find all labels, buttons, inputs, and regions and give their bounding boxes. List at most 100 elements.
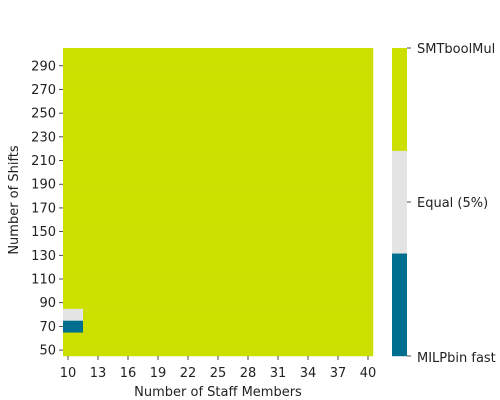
y-tick-label: 90: [39, 296, 56, 311]
heatmap-cell: [223, 142, 234, 155]
heatmap-cell: [63, 59, 74, 72]
heatmap-cell: [103, 142, 114, 155]
heatmap-cell: [363, 213, 374, 226]
heatmap-cell: [193, 249, 204, 262]
heatmap-cell: [273, 95, 284, 108]
heatmap-cell: [113, 178, 124, 191]
heatmap-cell: [213, 130, 224, 144]
heatmap-cell: [273, 344, 284, 357]
heatmap-cell: [213, 332, 224, 345]
heatmap-cell: [143, 142, 154, 155]
heatmap-cell: [353, 308, 364, 321]
heatmap-cell: [213, 119, 224, 132]
heatmap-cell: [173, 249, 184, 262]
heatmap-cell: [63, 166, 74, 179]
heatmap-cell: [213, 320, 224, 333]
heatmap-cell: [113, 59, 124, 72]
heatmap-cell: [243, 320, 254, 333]
heatmap-cell: [73, 296, 84, 309]
heatmap-cell: [313, 308, 324, 321]
heatmap-cell: [93, 296, 104, 309]
heatmap-cell: [213, 249, 224, 262]
heatmap-cell: [263, 130, 274, 144]
heatmap-cell: [273, 213, 284, 226]
heatmap-cell: [223, 59, 234, 72]
heatmap-cell: [163, 142, 174, 155]
heatmap-cell: [273, 308, 284, 321]
heatmap-cell: [363, 273, 374, 286]
heatmap-cell: [333, 249, 344, 262]
heatmap-cell: [93, 261, 104, 274]
heatmap-cell: [233, 71, 244, 84]
heatmap-cell: [283, 249, 294, 262]
heatmap-cell: [313, 107, 324, 120]
heatmap-cell: [303, 320, 314, 333]
heatmap-cell: [123, 273, 134, 286]
heatmap-cell: [113, 83, 124, 96]
heatmap-cell: [163, 284, 174, 298]
heatmap-cell: [133, 202, 144, 215]
heatmap-cell: [203, 95, 214, 108]
heatmap-cell: [343, 296, 354, 309]
heatmap-cell: [153, 273, 164, 286]
heatmap-cell: [133, 213, 144, 226]
heatmap-cell: [123, 344, 134, 357]
heatmap-cell: [213, 261, 224, 274]
heatmap-cell: [153, 59, 164, 72]
heatmap-cell: [253, 142, 264, 155]
x-axis-label: Number of Staff Members: [134, 385, 302, 400]
heatmap-cell: [123, 107, 134, 120]
heatmap-cell: [223, 202, 234, 215]
heatmap-cell: [323, 107, 334, 120]
heatmap-cell: [203, 202, 214, 215]
heatmap-cell: [363, 95, 374, 108]
heatmap-cell: [343, 225, 354, 238]
heatmap-cell: [173, 296, 184, 309]
heatmap-cell: [233, 190, 244, 203]
heatmap-cell: [253, 213, 264, 226]
heatmap-cell: [93, 119, 104, 132]
heatmap-cell: [203, 320, 214, 333]
heatmap-cell: [233, 154, 244, 167]
heatmap-cell: [163, 166, 174, 179]
heatmap-cell: [343, 284, 354, 298]
heatmap-cell: [223, 261, 234, 274]
heatmap-cell: [83, 249, 94, 262]
heatmap-cell: [263, 166, 274, 179]
heatmap-cell: [263, 59, 274, 72]
heatmap-cell: [253, 249, 264, 262]
heatmap-cell: [353, 213, 364, 226]
heatmap-cell: [63, 190, 74, 203]
heatmap-cell: [333, 237, 344, 250]
heatmap-cell: [93, 130, 104, 144]
heatmap-cell: [313, 119, 324, 132]
heatmap-cell: [203, 296, 214, 309]
heatmap-cell: [233, 142, 244, 155]
heatmap-cell: [133, 142, 144, 155]
heatmap-cell: [133, 344, 144, 357]
heatmap-cell: [233, 273, 244, 286]
heatmap-cell: [133, 190, 144, 203]
heatmap-cell: [153, 119, 164, 132]
heatmap-cell: [223, 154, 234, 167]
heatmap-cell: [303, 71, 314, 84]
heatmap-cell: [133, 308, 144, 321]
heatmap-cell: [73, 95, 84, 108]
heatmap-cell: [103, 202, 114, 215]
heatmap-cell: [303, 95, 314, 108]
heatmap-cell: [263, 142, 274, 155]
heatmap-cell: [353, 119, 364, 132]
heatmap-cell: [133, 178, 144, 191]
heatmap-cell: [243, 48, 254, 61]
heatmap-cell: [133, 320, 144, 333]
heatmap-cell: [73, 119, 84, 132]
heatmap-cell: [213, 225, 224, 238]
heatmap-cell: [303, 225, 314, 238]
heatmap-cell: [323, 178, 334, 191]
heatmap-cell: [83, 48, 94, 61]
heatmap-cell: [73, 273, 84, 286]
heatmap-cell: [323, 130, 334, 144]
heatmap-cell: [313, 249, 324, 262]
x-tick-label: 13: [90, 366, 107, 381]
heatmap-cell: [173, 284, 184, 298]
